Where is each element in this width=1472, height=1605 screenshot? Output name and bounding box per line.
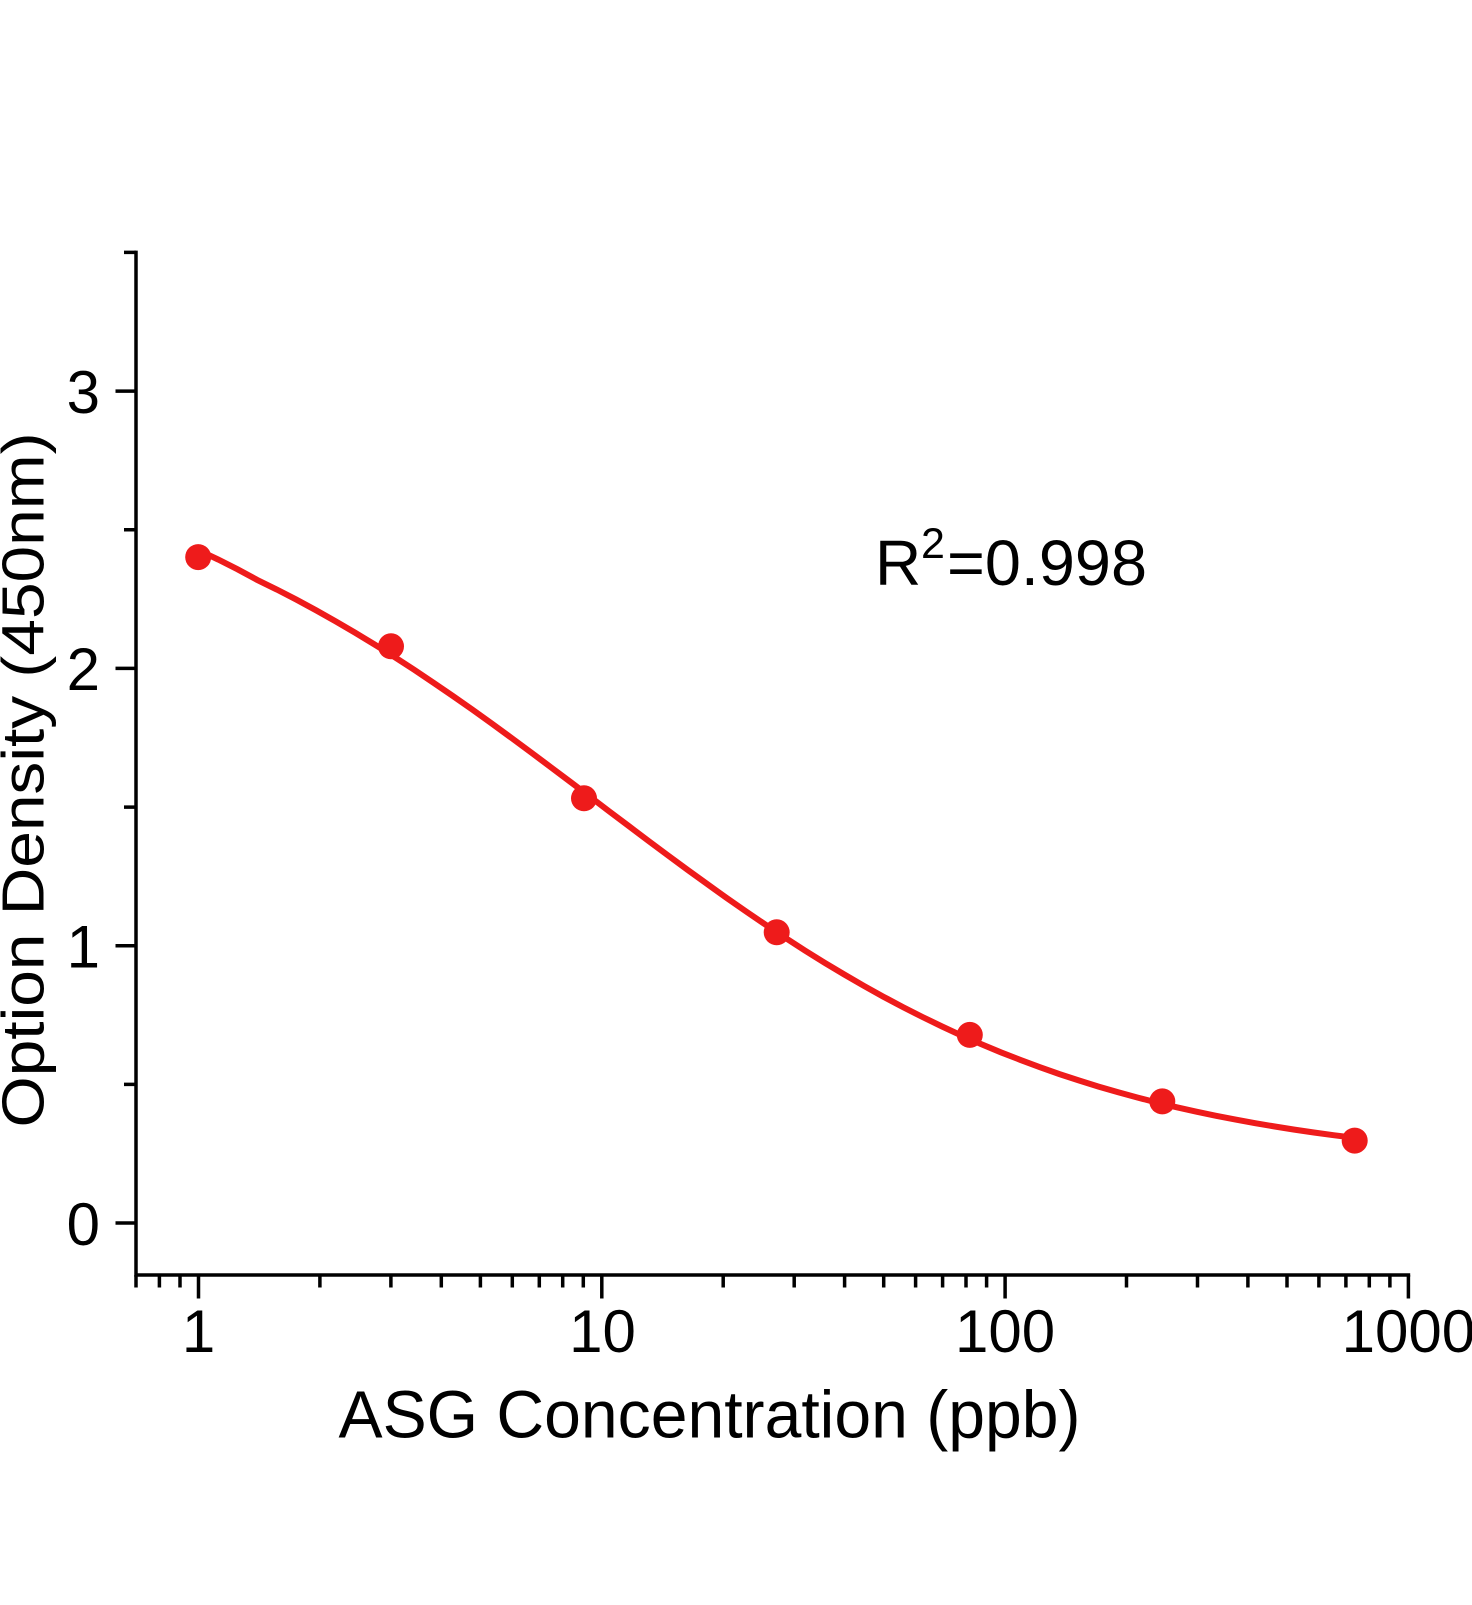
svg-text:2: 2 — [921, 520, 945, 568]
svg-text:1: 1 — [182, 1298, 215, 1365]
svg-text:3: 3 — [67, 359, 100, 426]
svg-text:1: 1 — [67, 914, 100, 981]
svg-text:ASG Concentration (ppb): ASG Concentration (ppb) — [339, 1378, 1081, 1453]
svg-text:=0.998: =0.998 — [947, 527, 1147, 599]
svg-text:2: 2 — [67, 636, 100, 703]
svg-text:100: 100 — [955, 1298, 1055, 1365]
svg-text:R: R — [875, 527, 921, 599]
svg-text:1000: 1000 — [1342, 1298, 1472, 1365]
svg-text:Option Density (450nm): Option Density (450nm) — [0, 433, 57, 1128]
svg-text:0: 0 — [67, 1191, 100, 1258]
svg-text:10: 10 — [569, 1298, 636, 1365]
